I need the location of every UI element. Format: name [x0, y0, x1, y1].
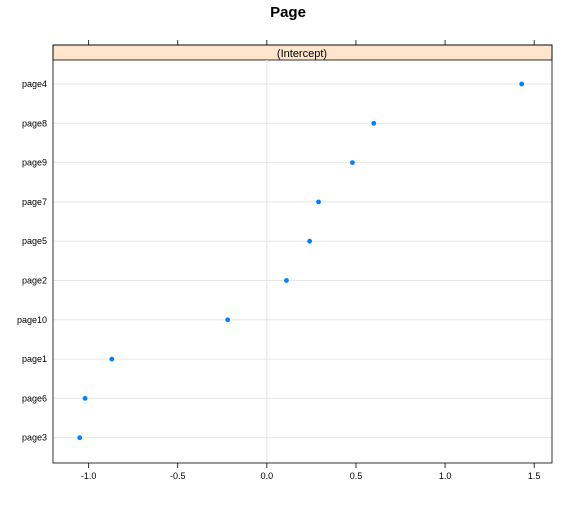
data-point-page7	[316, 199, 321, 205]
x-tick-label-3: 0.5	[350, 471, 363, 481]
grid-layer	[53, 60, 552, 463]
x-tick-label-0: -1.0	[81, 471, 97, 481]
x-tick-label-5: 1.5	[528, 471, 541, 481]
chart-title: Page	[270, 4, 306, 21]
data-point-page8	[371, 120, 377, 126]
data-point-page3	[77, 435, 83, 441]
category-label-page7: page7	[22, 197, 47, 207]
x-tick-label-2: 0.0	[261, 471, 274, 481]
x-tick-label-1: -0.5	[170, 471, 186, 481]
x-tick-label-4: 1.0	[439, 471, 452, 481]
data-point-page4	[519, 81, 525, 87]
data-point-page9	[350, 160, 355, 166]
category-label-page3: page3	[22, 433, 47, 443]
x-axis: -1.0 -0.5 0.0 0.5 1.0 1.5	[81, 40, 541, 481]
category-label-page6: page6	[22, 393, 47, 403]
category-label-page4: page4	[22, 79, 47, 89]
data-point-page1	[109, 356, 115, 362]
category-label-page2: page2	[22, 276, 47, 286]
panel-strip-label: (Intercept)	[277, 48, 327, 60]
data-point-page2	[284, 278, 289, 283]
category-label-page1: page1	[22, 354, 47, 364]
category-label-page9: page9	[22, 158, 47, 168]
data-point-page5	[307, 238, 313, 244]
category-label-page10: page10	[17, 315, 47, 325]
data-point-page6	[82, 396, 88, 401]
category-label-page8: page8	[22, 118, 47, 128]
data-point-page10	[225, 317, 231, 323]
category-labels: page4 page8 page9 page7 page5 page2 page10 page…	[17, 79, 47, 443]
category-label-page5: page5	[22, 236, 47, 246]
points-layer	[77, 81, 525, 441]
panel-frame	[52, 44, 553, 464]
